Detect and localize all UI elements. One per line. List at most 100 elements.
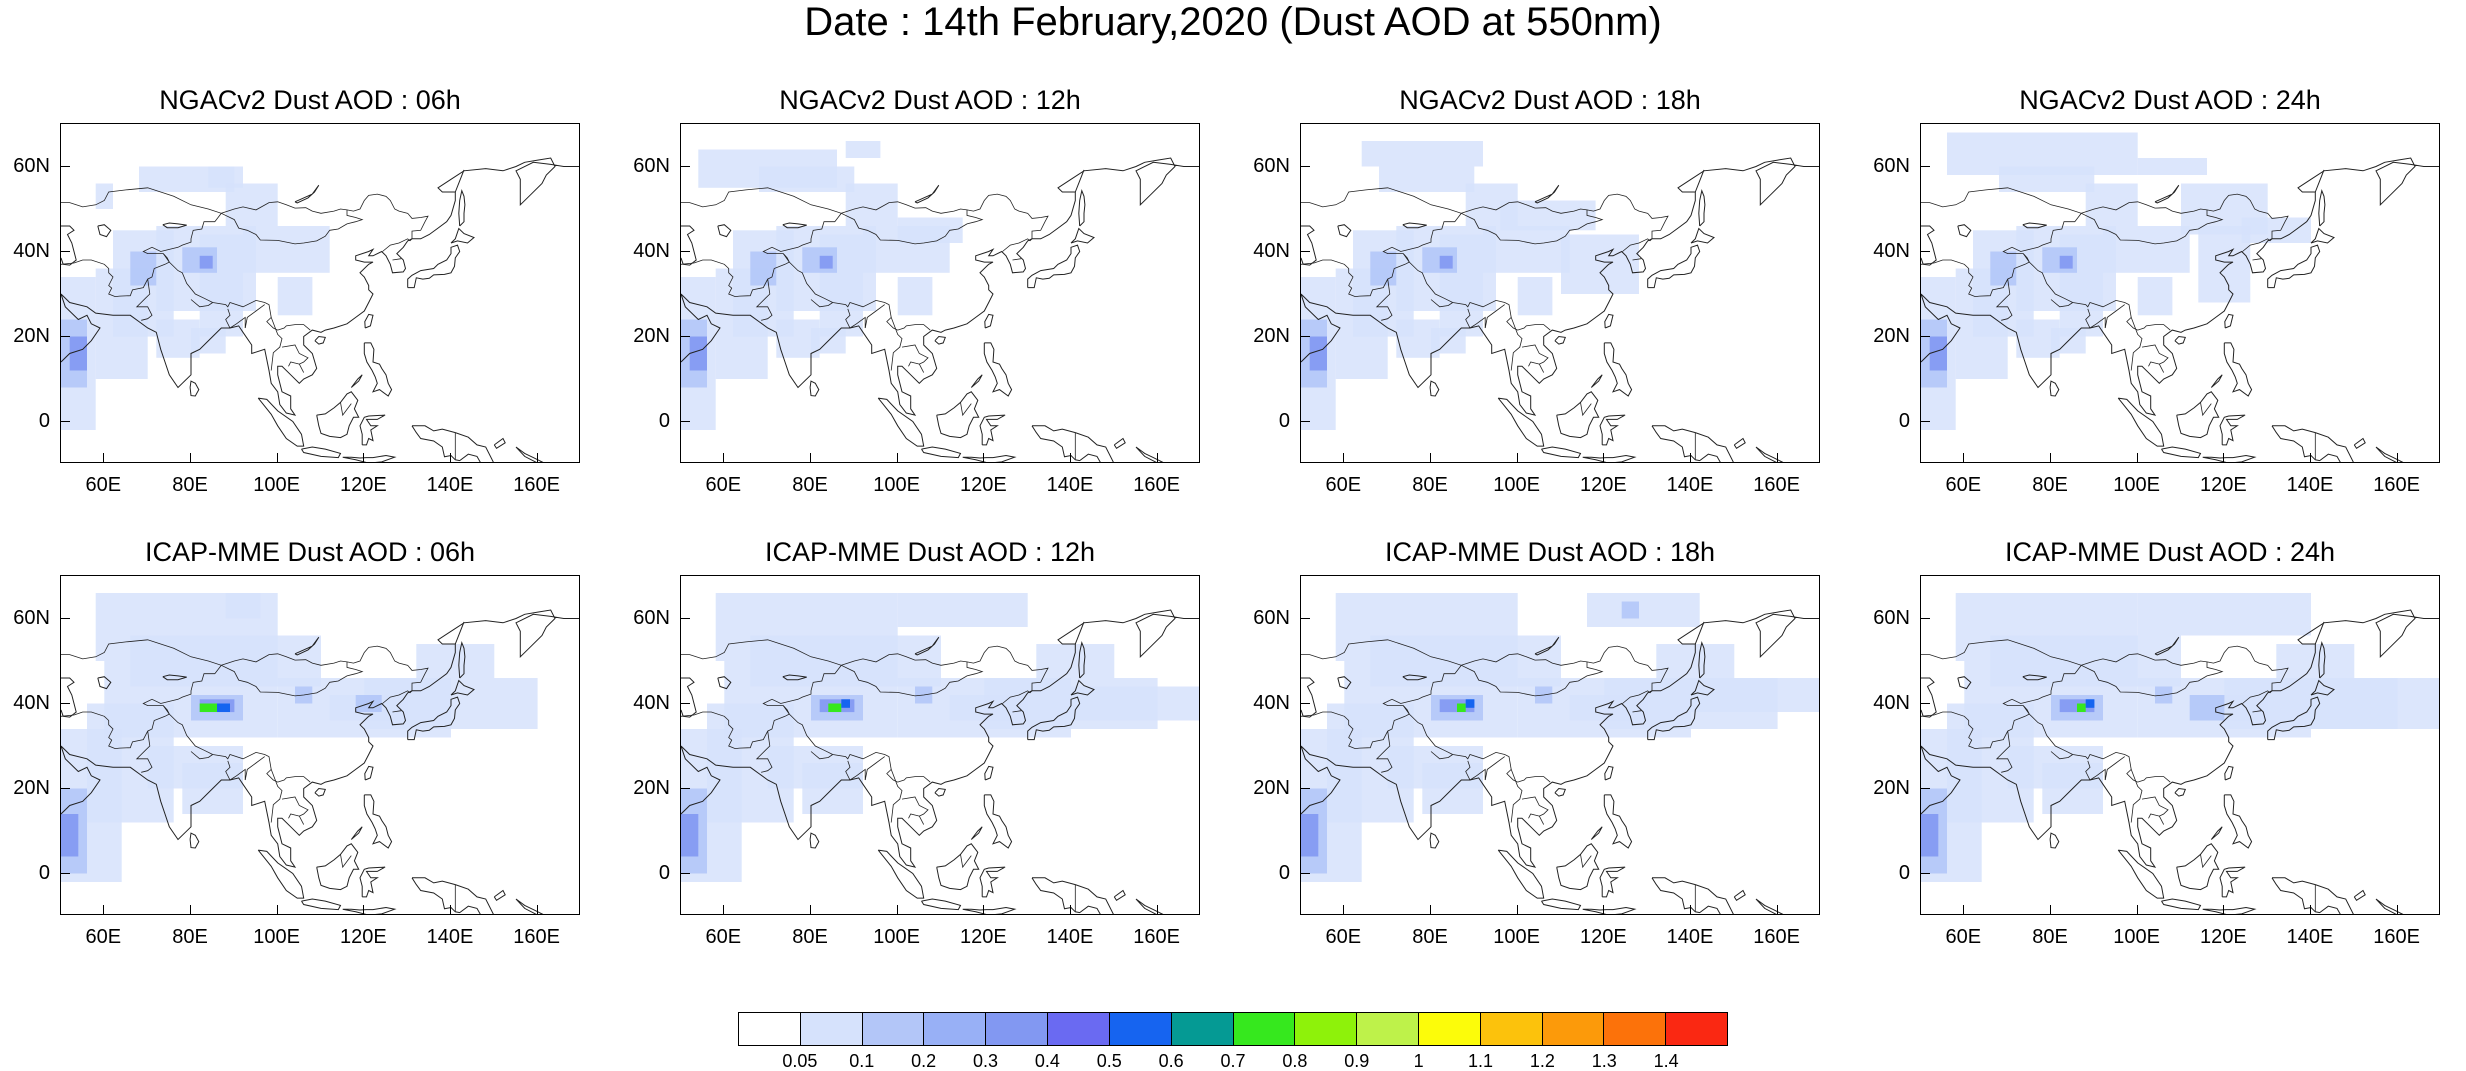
x-axis-label: 80E — [792, 926, 828, 948]
country-border — [1484, 756, 1505, 781]
coastline — [2174, 335, 2186, 345]
dust-aod-map — [1921, 593, 2439, 914]
x-axis-label: 160E — [2373, 474, 2421, 496]
colorbar-swatch — [1171, 1013, 1234, 1045]
coastline — [1497, 849, 1545, 899]
colorbar-label: 0.5 — [1096, 1051, 1122, 1071]
coastline — [2318, 640, 2326, 679]
coastline — [1031, 877, 1114, 914]
coastline — [2310, 679, 2335, 696]
x-axis-tick — [190, 453, 191, 463]
country-border — [2081, 193, 2289, 242]
aod-shading-cell — [225, 183, 278, 226]
coastline — [2049, 380, 2060, 397]
country-border — [1622, 238, 1651, 252]
x-axis-tick — [723, 905, 725, 915]
country-border — [1995, 731, 2013, 773]
coastline — [359, 866, 386, 898]
country-border — [221, 209, 364, 245]
map-frame — [1300, 575, 1820, 915]
country-border — [1430, 751, 1453, 760]
x-axis-label: 120E — [959, 474, 1007, 496]
aod-shading-cell — [2085, 183, 2138, 226]
y-axis-label: 60N — [13, 606, 50, 629]
coastline — [162, 222, 187, 229]
coastline — [1556, 843, 1600, 891]
coastline — [1074, 621, 1085, 645]
x-axis-label: 160E — [513, 926, 561, 948]
country-border — [2130, 317, 2143, 371]
y-axis-tick — [680, 335, 690, 337]
x-axis-tick — [2310, 905, 2311, 915]
y-axis-label: 0 — [658, 861, 670, 884]
colorbar-label: 0.3 — [972, 1051, 999, 1071]
coastline — [97, 676, 112, 690]
coastline — [61, 609, 579, 868]
x-axis-label: 60E — [1945, 926, 1982, 948]
coastline — [1070, 679, 1095, 696]
country-border — [2252, 258, 2262, 261]
country-border — [1538, 363, 1545, 373]
country-border — [2022, 705, 2171, 783]
y-axis-tick — [1920, 420, 1930, 422]
colorbar-label: 0.8 — [1282, 1051, 1308, 1071]
x-axis-label: 140E — [426, 926, 474, 948]
x-axis-tick — [1516, 905, 1518, 915]
panel-title: ICAP-MME Dust AOD : 24h — [2004, 537, 2336, 567]
colorbar-swatch — [800, 1013, 863, 1045]
coastline — [359, 414, 386, 446]
coastline — [294, 184, 320, 204]
x-axis-label: 160E — [513, 474, 561, 496]
coastline — [2154, 184, 2180, 204]
coastline — [2219, 414, 2246, 446]
coastline — [983, 342, 1013, 397]
coastline — [1301, 677, 1317, 718]
aod-shading-cell — [225, 593, 261, 619]
y-axis-label: 0 — [1898, 409, 1910, 432]
y-axis-label: 20N — [13, 776, 50, 799]
coastline — [363, 794, 393, 849]
coastline — [294, 636, 320, 656]
country-border — [162, 705, 311, 783]
country-border — [2130, 769, 2143, 823]
y-axis-label: 40N — [633, 239, 670, 262]
country-border — [1301, 187, 1462, 298]
coastline — [970, 374, 983, 388]
coastline — [877, 849, 925, 899]
aod-shading-cell — [689, 336, 707, 371]
coastline — [1590, 826, 1603, 840]
x-axis-tick — [1430, 453, 1431, 463]
coastline — [1301, 745, 1341, 815]
y-axis-label: 60N — [633, 154, 670, 177]
country-border — [2200, 854, 2212, 869]
x-axis-label: 60E — [705, 474, 742, 496]
coastline — [1301, 293, 1341, 363]
y-axis-label: 60N — [1253, 154, 1290, 177]
panel-title: ICAP-MME Dust AOD : 06h — [144, 537, 476, 567]
coastline — [979, 414, 1006, 446]
aod-shading-cell — [2137, 277, 2173, 316]
coastline — [1135, 446, 1164, 462]
map-frame — [680, 575, 1200, 915]
coastline — [681, 225, 697, 266]
panel-title: NGACv2 Dust AOD : 06h — [159, 85, 461, 115]
coastline — [681, 157, 1199, 416]
country-border — [755, 731, 773, 773]
aod-shading-cell — [2137, 593, 2311, 636]
country-border — [340, 854, 352, 869]
coastline — [301, 446, 342, 459]
country-border — [864, 756, 885, 781]
coastline — [1541, 446, 1582, 459]
x-axis-tick — [1070, 453, 1071, 463]
y-axis-label: 0 — [1278, 409, 1290, 432]
coastline — [1604, 313, 1614, 329]
coastline — [316, 391, 360, 439]
coastline — [1651, 877, 1734, 914]
y-axis-label: 20N — [13, 324, 50, 347]
x-axis-label: 120E — [2199, 474, 2247, 496]
coastline — [1554, 787, 1566, 797]
coastline — [1402, 674, 1427, 681]
coastline — [493, 889, 506, 901]
y-axis-label: 20N — [633, 324, 670, 347]
y-axis-tick — [680, 702, 690, 704]
